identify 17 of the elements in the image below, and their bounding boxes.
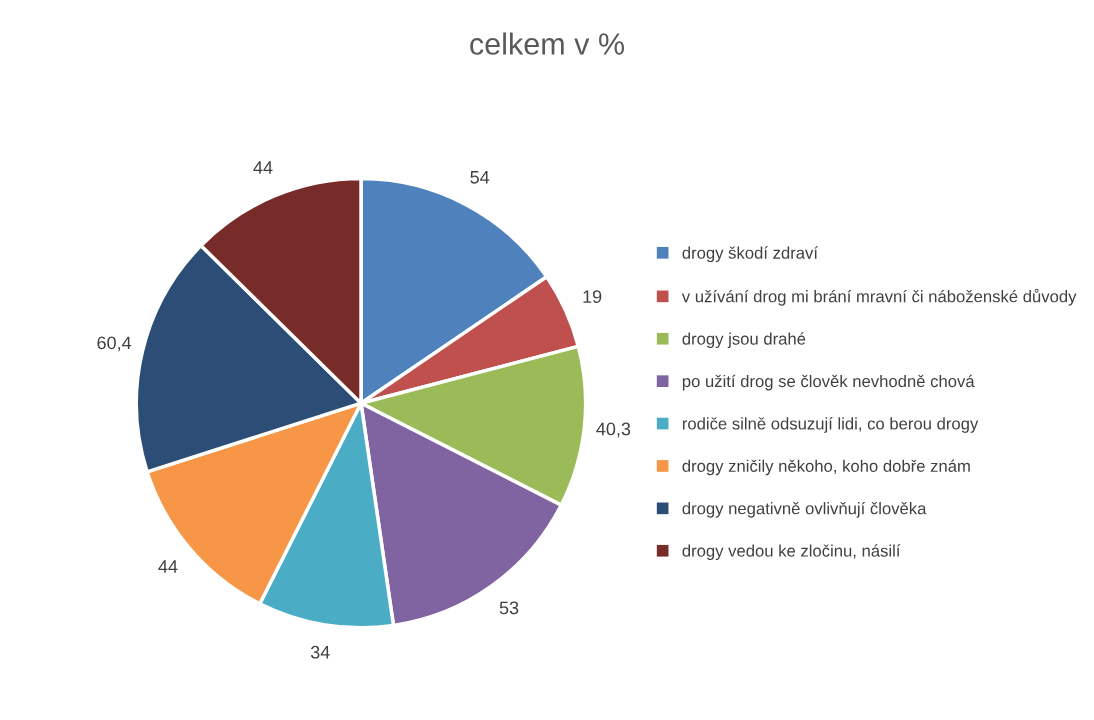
chart-title: celkem v % — [470, 32, 625, 55]
data-label: 34 — [310, 645, 330, 659]
data-label: 44 — [253, 161, 273, 174]
legend-label: rodiče silně odsuzují lidi, co berou drogy — [682, 417, 979, 433]
data-label: 19 — [583, 290, 602, 304]
legend-label: drogy vedou ke zločinu, násilí — [682, 544, 901, 561]
legend-label: drogy zničily někoho, koho dobře znám — [682, 459, 970, 476]
legend-label: v užívání drog mi brání mravní či náboženské důvody — [681, 288, 1077, 306]
data-label: 53 — [499, 601, 519, 615]
legend-label: po užití drog se člověk nevhodně chová — [682, 374, 975, 391]
data-label: 40,3 — [596, 422, 631, 438]
legend-label: drogy jsou drahé — [682, 332, 806, 349]
legend-label: drogy negativně ovlivňují člověka — [682, 501, 927, 518]
data-label: 60,4 — [97, 336, 132, 352]
data-label: 54 — [470, 171, 490, 184]
data-label: 44 — [158, 560, 178, 573]
legend-label: drogy škodí zdraví — [682, 246, 818, 263]
